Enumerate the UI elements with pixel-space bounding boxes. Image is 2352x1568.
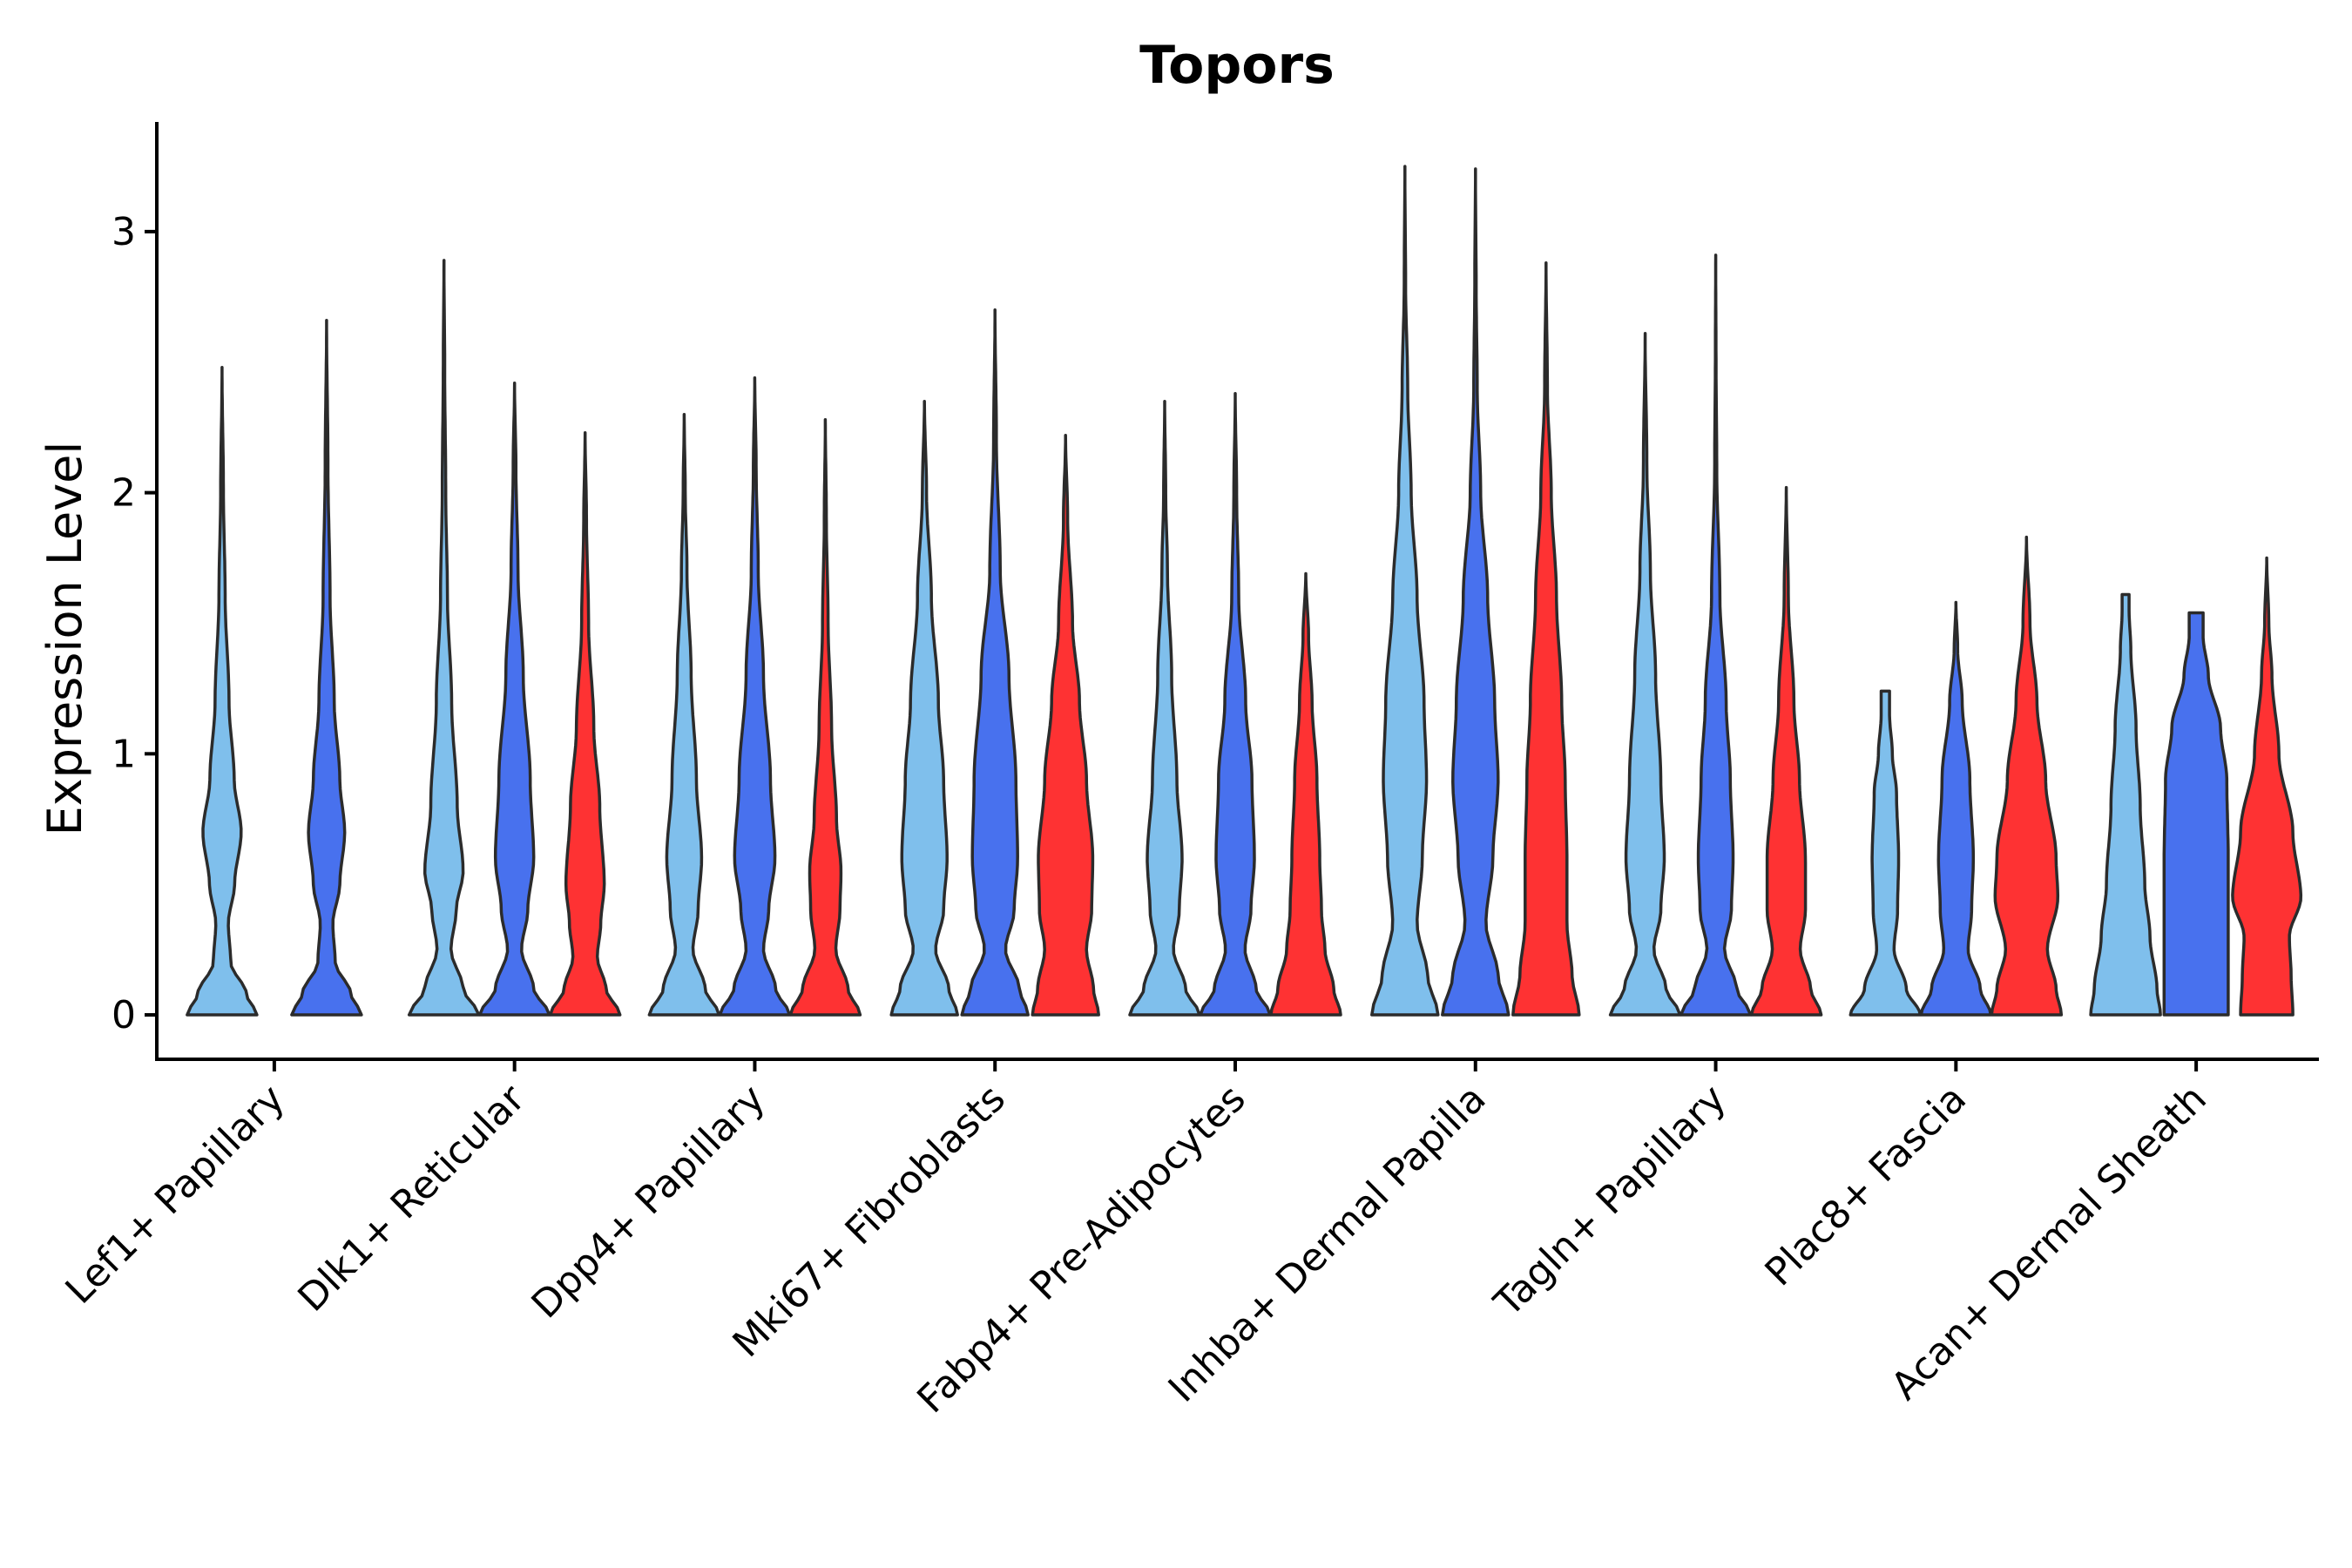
violin-7-3: [1749, 485, 1823, 1017]
violin-8-2: [1919, 600, 1993, 1017]
violin-5-3: [1269, 571, 1342, 1017]
violin-3-2: [718, 375, 792, 1017]
x-tick-label: Mki67+ Fibroblasts: [725, 1077, 1014, 1366]
y-tick-label: 0: [112, 993, 136, 1037]
x-tick-label: Lef1+ Papillary: [57, 1077, 294, 1313]
violin-2-1: [407, 259, 481, 1017]
violin-8-1: [1848, 689, 1923, 1017]
violin-3-3: [788, 417, 862, 1017]
violin-9-3: [2231, 556, 2303, 1017]
violin-1-1: [186, 365, 259, 1017]
y-tick-label: 3: [112, 210, 136, 254]
y-axis-label: Expression Level: [37, 442, 92, 836]
violins-group: [186, 165, 2303, 1017]
violin-1-2: [290, 319, 363, 1017]
violin-2-2: [477, 381, 551, 1017]
violin-4-2: [960, 308, 1030, 1017]
x-tick-label: Plac8+ Fascia: [1757, 1077, 1976, 1295]
violin-9-1: [2089, 592, 2162, 1017]
violin-6-3: [1511, 261, 1581, 1017]
violin-8-3: [1990, 535, 2064, 1017]
violin-2-3: [548, 430, 622, 1017]
y-tick-label: 2: [112, 471, 136, 516]
x-tick-label: Dpp4+ Papillary: [524, 1077, 774, 1328]
x-tick-label: Tagln+ Papillary: [1485, 1077, 1734, 1326]
violin-4-1: [889, 399, 959, 1017]
violin-3-1: [647, 412, 721, 1017]
chart-title: Topors: [1139, 35, 1335, 96]
y-tick-label: 1: [112, 732, 136, 776]
violin-5-2: [1199, 391, 1272, 1017]
violin-5-1: [1128, 399, 1201, 1017]
violin-6-1: [1370, 165, 1440, 1017]
violin-4-3: [1031, 433, 1100, 1017]
violin-9-2: [2162, 611, 2230, 1017]
x-tick-label: Dlk1+ Reticular: [289, 1076, 534, 1321]
violin-7-2: [1679, 253, 1753, 1017]
violin-6-2: [1441, 167, 1511, 1017]
violin-7-1: [1608, 332, 1682, 1017]
